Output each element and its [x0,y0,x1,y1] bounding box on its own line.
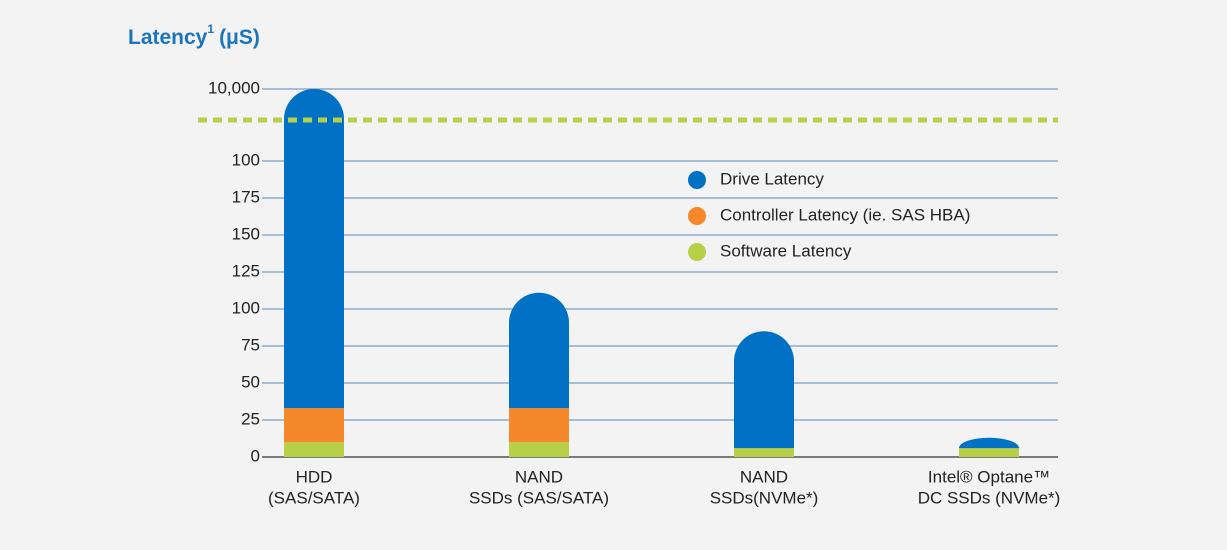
bar-segment [959,448,1019,457]
x-tick-label: NAND [515,467,563,486]
x-tick-label: DC SSDs (NVMe*) [918,488,1061,507]
bar-segment [959,437,1019,449]
y-tick-label: 175 [232,187,260,206]
title-text: Latency [128,26,208,49]
legend-marker [688,243,706,261]
bar-segment [509,292,569,409]
title-footnote: 1 [207,22,214,36]
x-tick-label: Intel® Optane™ [928,467,1050,486]
legend-label: Drive Latency [720,169,824,188]
y-tick-label: 100 [232,298,260,317]
legend-label: Controller Latency (ie. SAS HBA) [720,205,970,224]
bar-segment [734,331,794,449]
bar-segment [734,448,794,457]
y-tick-label: 100 [232,150,260,169]
y-tick-label: 75 [241,335,260,354]
y-tick-label: 50 [241,372,260,391]
x-tick-label: SSDs (SAS/SATA) [469,488,609,507]
x-tick-label: SSDs(NVMe*) [710,488,819,507]
title-unit: (μS) [219,26,260,49]
y-tick-label: 150 [232,224,260,243]
y-tick-label: 10,000 [208,78,260,97]
x-tick-label: HDD [296,467,333,486]
chart-title: Latency1 (μS) [128,22,260,48]
x-tick-label: (SAS/SATA) [268,488,360,507]
y-tick-label: 125 [232,261,260,280]
x-tick-label: NAND [740,467,788,486]
y-tick-label: 0 [251,446,260,465]
bar-segment [509,442,569,457]
bar-segment [284,408,344,443]
y-tick-label: 25 [241,409,260,428]
bar-segment [284,442,344,457]
bar-segment [509,408,569,443]
legend-marker [688,171,706,189]
legend-marker [688,207,706,225]
bar-segment [284,88,344,409]
legend-label: Software Latency [720,241,852,260]
